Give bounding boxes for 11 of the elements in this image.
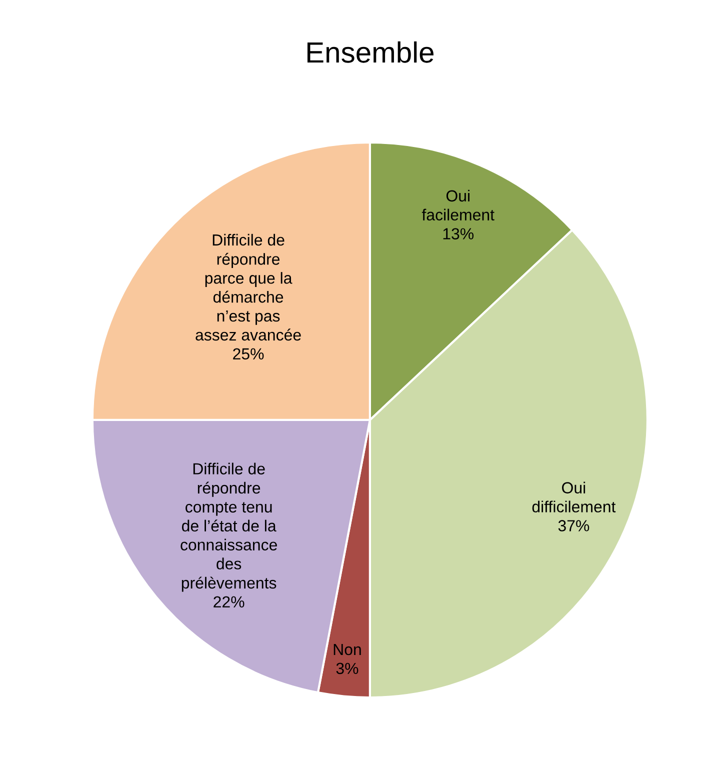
data-label: 22% [214,596,244,608]
slice-label: Non [334,644,361,656]
slice-label: Difficile de répondre compte tenu de l’état de la connaissance des prélèvements [180,462,277,592]
data-label: 13% [443,228,474,240]
slice-label: Oui difficilement [532,482,616,512]
data-label: 37% [558,520,590,532]
data-label: 25% [233,348,264,360]
data-label: 3% [336,662,358,674]
chart-title: Ensemble [307,41,434,63]
slice-label: Oui facilement [422,190,494,221]
slice-label: Difficile de répondre parce que la démarche n’est pas assez avancée [196,234,301,341]
